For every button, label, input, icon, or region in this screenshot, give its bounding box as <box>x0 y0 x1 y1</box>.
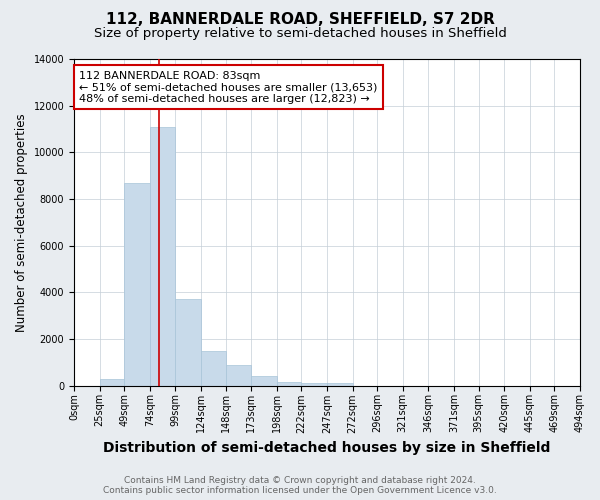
Bar <box>301 383 327 386</box>
Bar <box>150 126 175 386</box>
Y-axis label: Number of semi-detached properties: Number of semi-detached properties <box>15 113 28 332</box>
Text: 112 BANNERDALE ROAD: 83sqm
← 51% of semi-detached houses are smaller (13,653)
48: 112 BANNERDALE ROAD: 83sqm ← 51% of semi… <box>79 70 377 104</box>
Bar <box>226 364 251 386</box>
Text: Size of property relative to semi-detached houses in Sheffield: Size of property relative to semi-detach… <box>94 28 506 40</box>
Text: 112, BANNERDALE ROAD, SHEFFIELD, S7 2DR: 112, BANNERDALE ROAD, SHEFFIELD, S7 2DR <box>106 12 494 28</box>
Bar <box>327 383 353 386</box>
Bar <box>175 299 201 386</box>
Bar <box>124 182 150 386</box>
Bar <box>201 350 226 386</box>
X-axis label: Distribution of semi-detached houses by size in Sheffield: Distribution of semi-detached houses by … <box>103 441 551 455</box>
Text: Contains HM Land Registry data © Crown copyright and database right 2024.
Contai: Contains HM Land Registry data © Crown c… <box>103 476 497 495</box>
Bar <box>100 378 124 386</box>
Bar <box>251 376 277 386</box>
Bar <box>277 382 301 386</box>
